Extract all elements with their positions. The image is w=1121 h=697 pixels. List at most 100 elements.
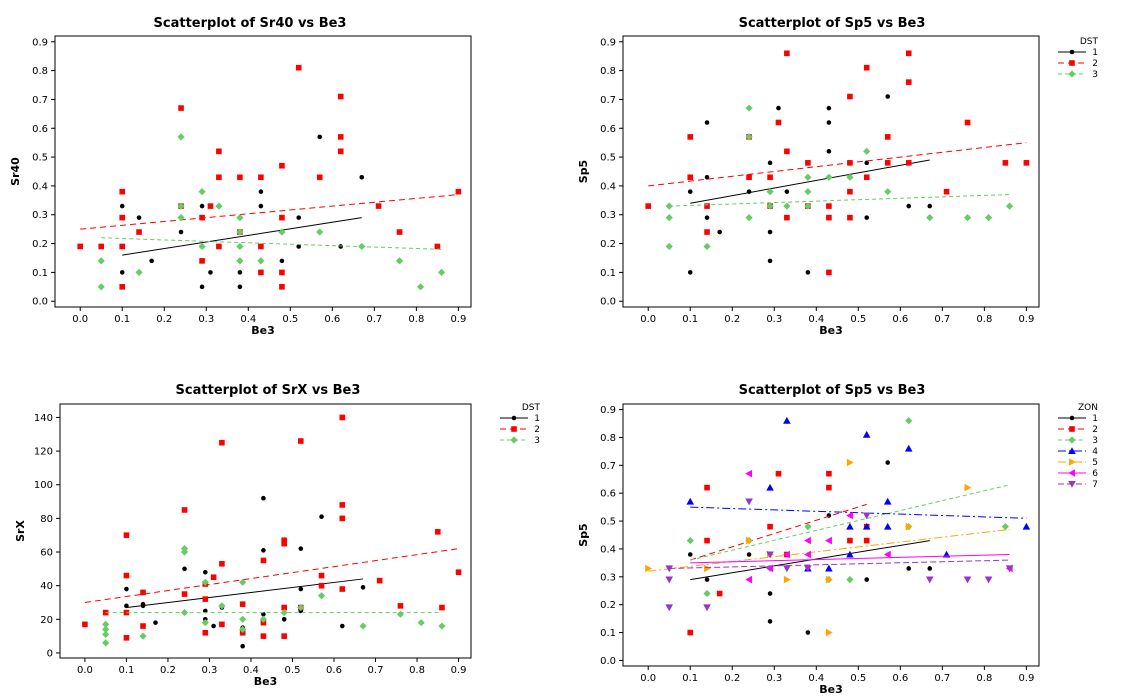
x-axis-label: Be3	[251, 324, 275, 337]
y-tick-label: 0.0	[600, 297, 616, 308]
data-point	[216, 243, 222, 250]
data-point	[847, 537, 853, 544]
data-point	[181, 591, 188, 597]
data-point	[863, 174, 870, 181]
x-tick-label: 0.7	[934, 314, 950, 325]
data-point	[905, 522, 913, 531]
data-point	[339, 502, 346, 508]
data-point	[296, 215, 302, 220]
data-point	[703, 589, 711, 598]
data-point	[202, 596, 209, 602]
x-tick-label: 0.9	[450, 314, 466, 325]
y-axis: 0.0 0.1 0.2 0.3 0.4 0.5 0.6 0.7 0.8 0.9 Sp5	[577, 37, 623, 308]
x-tick-label: 0.8	[409, 665, 425, 676]
y-tick-label: 0.6	[32, 124, 48, 135]
data-point	[395, 257, 404, 265]
data-point	[316, 228, 324, 236]
data-point	[885, 94, 891, 99]
x-tick-label: 0.6	[892, 314, 908, 325]
series-2	[77, 64, 462, 290]
data-point	[207, 203, 214, 209]
data-point	[746, 174, 752, 181]
legend-marker	[510, 436, 518, 444]
legend-title: DST	[1080, 37, 1099, 47]
data-point	[181, 507, 188, 513]
legend-entry: 2	[1092, 59, 1098, 69]
y-tick-label: 0.7	[600, 95, 616, 106]
data-point	[199, 258, 205, 264]
data-point	[375, 203, 382, 209]
data-point	[784, 214, 790, 221]
y-tick-label: 0.7	[32, 95, 48, 106]
data-point	[906, 203, 912, 209]
data-point	[258, 203, 264, 209]
data-point	[339, 515, 346, 522]
x-axis: 0.0 0.1 0.2 0.3 0.4 0.5 0.6 0.7 0.8 0.9 Be3	[72, 307, 466, 337]
fit-line	[84, 548, 459, 603]
legend-entry: 1	[534, 414, 540, 424]
data-point	[119, 214, 126, 221]
data-point	[258, 174, 264, 181]
fit-line	[690, 506, 1027, 519]
y-tick-label: 0.1	[600, 628, 616, 639]
data-point	[337, 134, 344, 140]
y-tick-label: 0.6	[600, 124, 616, 135]
series-5	[645, 458, 1010, 637]
y-tick-label: 0.8	[600, 433, 616, 444]
data-point	[767, 619, 773, 624]
legend-marker	[1068, 480, 1076, 488]
data-point	[178, 229, 184, 235]
data-point	[904, 444, 913, 452]
data-point	[783, 202, 791, 210]
y-tick-label: 0.7	[600, 461, 616, 472]
x-tick-label: 0.1	[682, 314, 698, 325]
y-tick-label: 0.4	[600, 181, 616, 192]
data-point	[261, 611, 266, 617]
data-point	[686, 497, 695, 505]
data-point	[261, 495, 266, 501]
data-point	[704, 564, 711, 573]
fit-line	[122, 217, 362, 256]
legend-marker	[1068, 447, 1076, 455]
data-point	[645, 203, 652, 209]
fit-line	[690, 554, 1010, 564]
legend-marker	[1068, 436, 1076, 444]
data-point	[766, 202, 774, 210]
data-point	[905, 417, 913, 425]
series-6	[690, 469, 1013, 584]
data-point	[745, 498, 753, 506]
data-point	[805, 630, 811, 635]
x-tick-label: 0.3	[198, 314, 214, 325]
y-tick-label: 0.1	[32, 268, 48, 279]
data-point	[1001, 523, 1009, 531]
data-point	[216, 148, 222, 155]
data-point	[805, 270, 811, 275]
series-1	[687, 94, 933, 275]
y-tick-label: 80	[40, 514, 53, 525]
data-point	[665, 214, 673, 222]
data-point	[397, 603, 404, 609]
data-point	[297, 438, 304, 444]
data-point	[847, 188, 853, 195]
data-point	[846, 575, 854, 584]
data-point	[280, 608, 288, 617]
data-point	[177, 202, 185, 210]
data-point	[704, 229, 710, 235]
legend-entry: 7	[1092, 480, 1098, 490]
legend-marker	[1069, 60, 1075, 66]
x-tick-label: 0.7	[366, 314, 382, 325]
y-tick-label: 0.5	[600, 517, 616, 528]
data-point	[745, 575, 753, 584]
data-point	[704, 174, 710, 180]
x-tick-label: 0.8	[976, 673, 992, 684]
data-point	[339, 414, 346, 421]
data-point	[396, 610, 405, 618]
data-point	[846, 173, 854, 181]
data-point	[182, 566, 187, 572]
legend-marker	[1069, 415, 1075, 421]
data-point	[97, 257, 105, 265]
data-point	[278, 228, 286, 236]
chart-title: Scatterplot of Sr40 vs Be3	[154, 16, 347, 31]
